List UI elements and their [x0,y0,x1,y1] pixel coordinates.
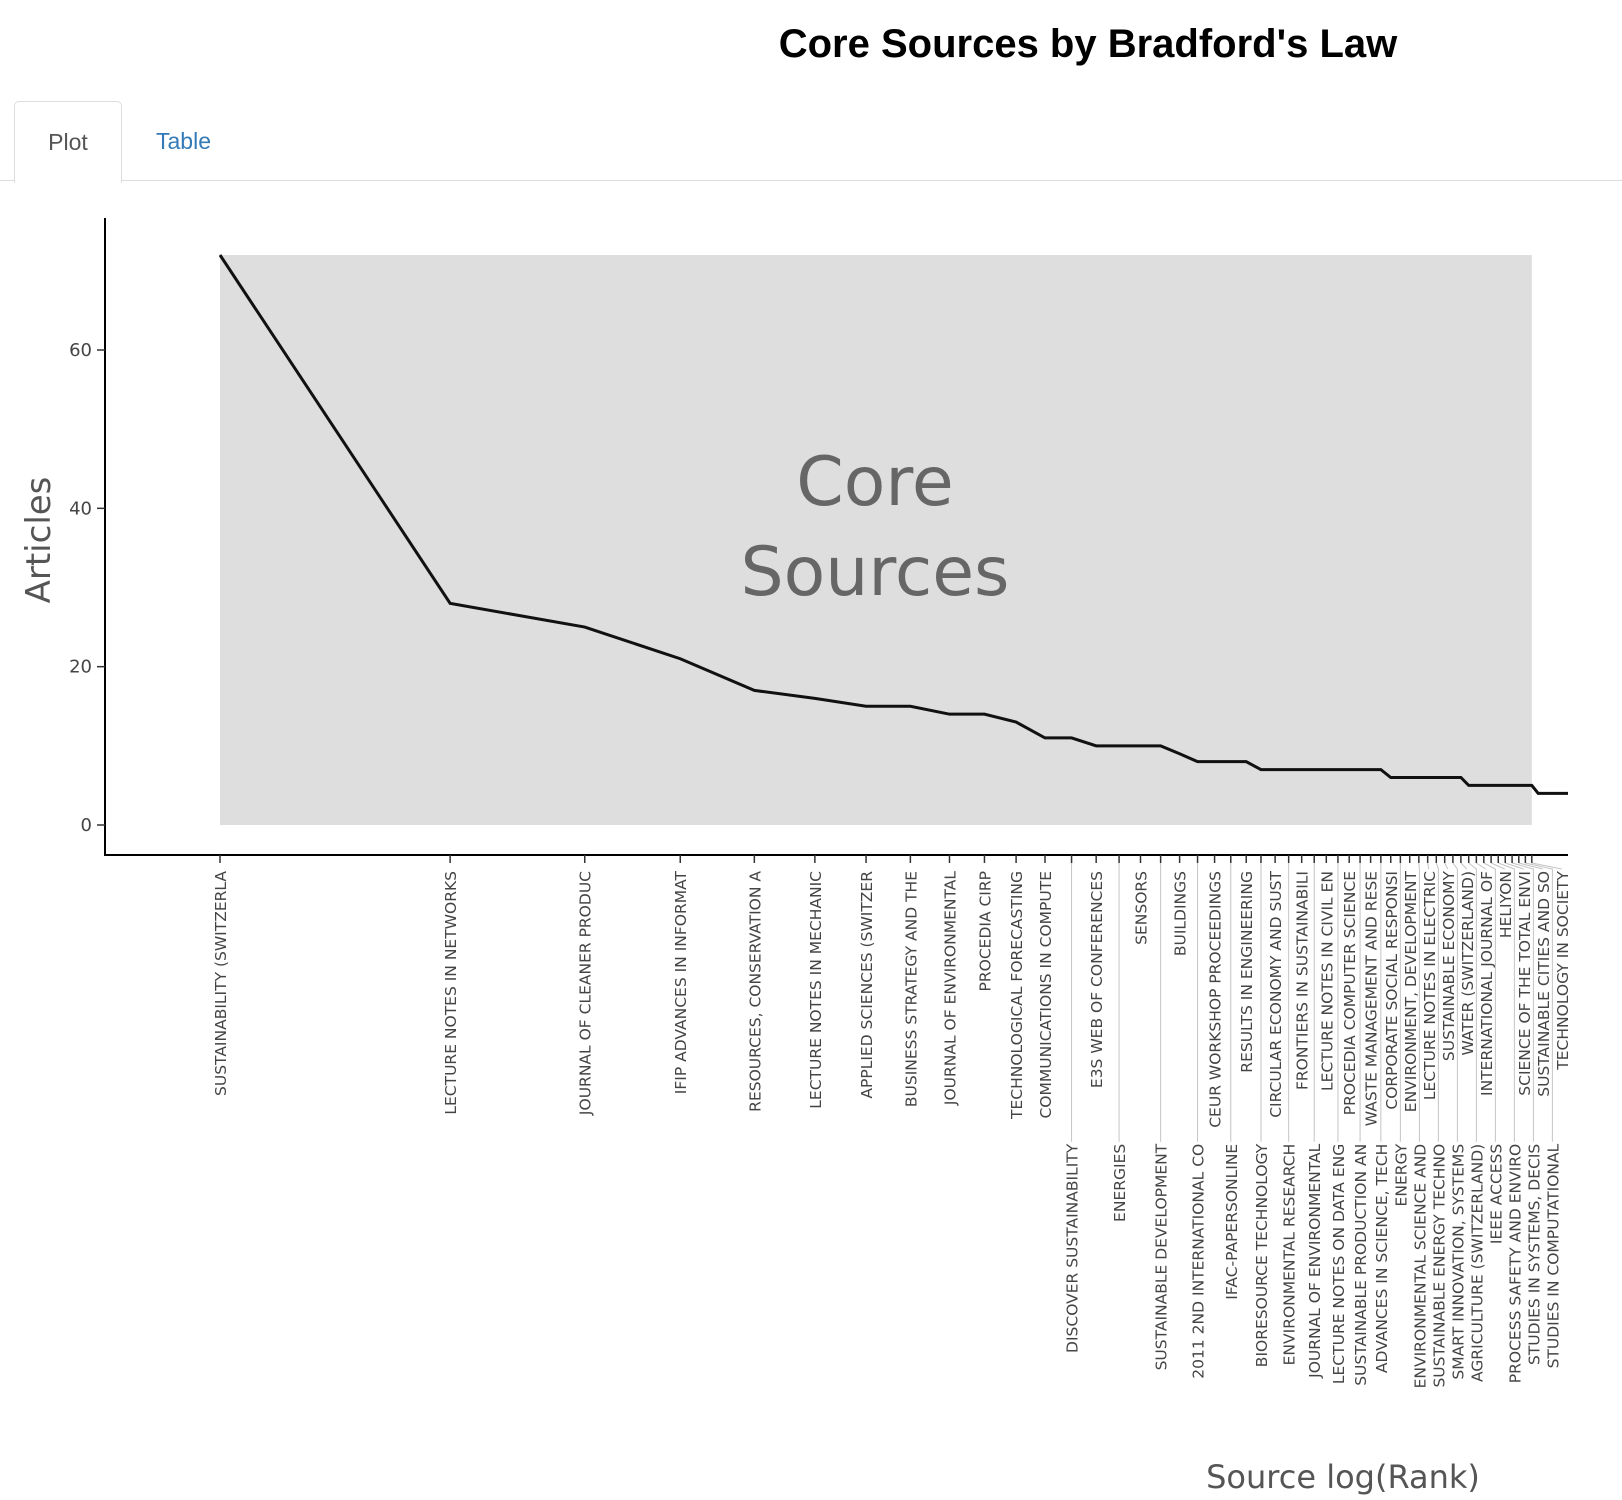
x-tick-label: E3S WEB OF CONFERENCES [1088,871,1106,1088]
x-label-leader [1518,862,1543,870]
x-tick-label: INTERNATIONAL JOURNAL OF [1478,871,1496,1096]
x-tick-label: ENVIRONMENTAL RESEARCH [1281,1144,1299,1366]
x-label-leader [1511,862,1534,1142]
core-annotation-line2: Sources [741,533,1010,612]
x-tick-label: BUILDINGS [1172,871,1190,956]
x-label-leader [1498,862,1515,1142]
core-zone [220,255,1532,825]
x-label-leader [1460,862,1468,870]
x-tick-label: SUSTAINABLE ENERGY TECHNO [1430,1144,1448,1388]
x-tick-label: CIRCULAR ECONOMY AND SUST [1267,870,1285,1117]
x-tick-label: LECTURE NOTES IN CIVIL EN [1318,871,1336,1091]
core-annotation-line1: Core [796,443,953,522]
x-tick-label: APPLIED SCIENCES (SWITZER [858,871,876,1099]
x-label-leader [1525,862,1553,1142]
x-label-leader [1427,862,1430,870]
x-tick-label: PROCEDIA COMPUTER SCIENCE [1341,871,1359,1115]
x-tick-label: TECHNOLOGY IN SOCIETY [1554,870,1572,1070]
y-tick-label: 20 [69,657,92,678]
x-tick-label: IFAC-PAPERSONLINE [1223,1144,1241,1300]
x-tick-label: BIORESOURCE TECHNOLOGY [1253,1143,1271,1367]
x-label-leader [1490,862,1505,870]
x-tick-label: SENSORS [1132,871,1150,945]
x-tick-label: LECTURE NOTES IN MECHANIC [807,871,825,1109]
x-tick-label: DISCOVER SUSTAINABILITY [1064,1143,1082,1353]
x-tick-label: PROCESS SAFETY AND ENVIRO [1506,1144,1524,1383]
x-tick-label: FRONTIERS IN SUSTAINABILI [1294,871,1312,1090]
x-tick-label: CORPORATE SOCIAL RESPONSI [1383,871,1401,1110]
x-tick-label: SUSTAINABILITY (SWITZERLA [212,871,230,1096]
x-tick-label: SUSTAINABLE ECONOMY [1440,870,1458,1061]
x-tick-label: PROCEDIA CIRP [976,871,994,991]
chart-title: Core Sources by Bradford's Law [778,22,1398,66]
x-tick-label: SCIENCE OF THE TOTAL ENVI [1516,871,1534,1096]
x-tick-label: IFIP ADVANCES IN INFORMAT [672,870,690,1094]
x-tick-label: ENVIRONMENTAL SCIENCE AND [1411,1144,1429,1389]
y-tick-label: 40 [69,498,92,519]
y-tick-label: 60 [69,340,92,361]
tab-table[interactable]: Table [156,128,211,154]
x-tick-label: RESULTS IN ENGINEERING [1238,871,1256,1073]
x-tick-label: LECTURE NOTES IN NETWORKS [442,871,460,1115]
x-tick-label: ENERGIES [1111,1144,1129,1222]
tab-plot[interactable]: Plot [14,101,122,183]
x-axis-title: Source log(Rank) [1206,1458,1480,1496]
articles-line [218,254,1568,795]
x-tick-label: ENVIRONMENT, DEVELOPMENT [1402,870,1420,1112]
x-tick-label: SUSTAINABLE DEVELOPMENT [1153,1143,1171,1370]
x-tick-label: RESOURCES, CONSERVATION A [746,871,764,1112]
x-tick-label: JOURNAL OF ENVIRONMENTAL [941,871,959,1106]
tab-divider [0,180,1622,181]
x-label-leader [1483,862,1496,1142]
x-tick-label: CEUR WORKSHOP PROCEEDINGS [1207,871,1225,1128]
x-tick-label: SUSTAINABLE CITIES AND SO [1535,871,1553,1097]
x-label-leader [1531,862,1562,870]
x-tick-label: JOURNAL OF CLEANER PRODUC [577,871,595,1116]
x-label-leader [1505,862,1524,870]
x-tick-label: 2011 2ND INTERNATIONAL CO [1190,1144,1208,1379]
x-tick-label: LECTURE NOTES IN ELECTRIC [1421,871,1439,1100]
x-label-leader [1418,862,1420,1142]
y-tick-label: 0 [81,815,92,836]
x-tick-label: AGRICULTURE (SWITZERLAND) [1468,1144,1486,1382]
x-tick-label: ADVANCES IN SCIENCE, TECH [1373,1144,1391,1373]
x-tick-label: LECTURE NOTES ON DATA ENG [1330,1144,1348,1384]
x-tick-label: STUDIES IN COMPUTATIONAL [1544,1143,1562,1368]
x-tick-label: STUDIES IN SYSTEMS, DECIS [1525,1144,1543,1365]
x-tick-label: WATER (SWITZERLAND) [1459,871,1477,1055]
x-tick-label: SUSTAINABLE PRODUCTION AN [1352,1144,1370,1386]
x-label-leader [1444,862,1449,870]
x-label-leader [1468,862,1477,1142]
x-label-leader [1452,862,1458,1142]
x-tick-label: WASTE MANAGEMENT AND RESE [1363,871,1381,1126]
x-tick-label: HELIYON [1497,871,1515,938]
x-tick-label: COMMUNICATIONS IN COMPUTE [1037,871,1055,1119]
y-axis-title: Articles [19,477,59,604]
x-tick-label: BUSINESS STRATEGY AND THE [902,871,920,1107]
x-tick-label: JOURNAL OF ENVIRONMENTAL [1306,1143,1324,1378]
x-tick-label: TECHNOLOGICAL FORECASTING [1008,871,1026,1120]
x-tick-label: SMART INNOVATION, SYSTEMS [1449,1144,1467,1380]
x-tick-label: ENERGY [1392,1143,1410,1206]
x-tick-label: IEEE ACCESS [1487,1144,1505,1244]
x-label-leader [1476,862,1487,870]
x-label-leader [1435,862,1439,1142]
